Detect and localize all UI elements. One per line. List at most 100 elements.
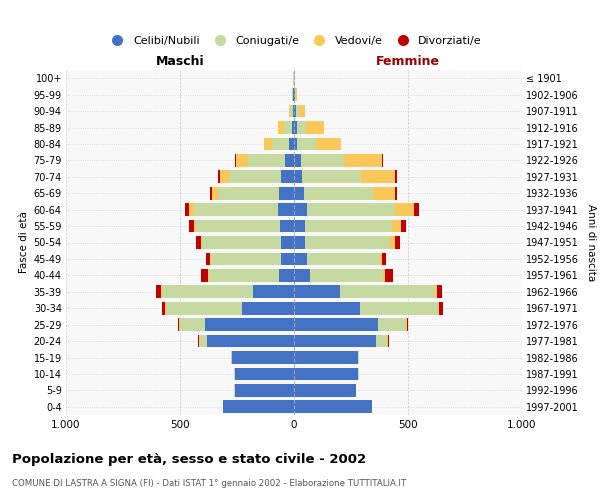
Text: Maschi: Maschi xyxy=(155,54,205,68)
Bar xyxy=(234,368,235,380)
Bar xyxy=(299,104,305,118)
Bar xyxy=(292,88,293,101)
Text: Femmine: Femmine xyxy=(376,54,440,68)
Bar xyxy=(298,138,316,150)
Bar xyxy=(218,187,279,200)
Bar xyxy=(281,170,294,183)
Bar xyxy=(236,154,248,167)
Bar xyxy=(294,400,371,413)
Text: Popolazione per età, sesso e stato civile - 2002: Popolazione per età, sesso e stato civil… xyxy=(12,452,366,466)
Bar xyxy=(437,286,442,298)
Bar xyxy=(200,236,202,249)
Bar xyxy=(281,252,294,266)
Bar xyxy=(294,384,356,397)
Bar xyxy=(285,154,294,167)
Bar xyxy=(294,88,295,101)
Bar xyxy=(284,121,292,134)
Bar xyxy=(379,318,406,331)
Bar xyxy=(373,187,395,200)
Bar xyxy=(406,318,407,331)
Bar xyxy=(235,384,294,397)
Bar xyxy=(211,252,281,266)
Bar xyxy=(294,203,307,216)
Bar xyxy=(295,88,296,101)
Bar xyxy=(401,220,406,232)
Bar xyxy=(294,187,304,200)
Bar xyxy=(248,154,285,167)
Bar xyxy=(294,154,301,167)
Bar xyxy=(278,121,284,134)
Bar xyxy=(162,302,165,314)
Bar xyxy=(180,318,205,331)
Bar xyxy=(294,318,379,331)
Bar xyxy=(390,236,395,249)
Bar xyxy=(290,104,293,118)
Bar xyxy=(305,236,390,249)
Y-axis label: Fasce di età: Fasce di età xyxy=(19,212,29,274)
Bar xyxy=(196,236,200,249)
Bar xyxy=(304,187,373,200)
Y-axis label: Anni di nascita: Anni di nascita xyxy=(586,204,596,281)
Bar xyxy=(210,252,211,266)
Bar xyxy=(196,220,280,232)
Bar xyxy=(358,368,359,380)
Bar xyxy=(376,334,388,347)
Bar xyxy=(201,269,208,282)
Bar xyxy=(242,302,294,314)
Bar xyxy=(358,351,359,364)
Bar xyxy=(229,170,281,183)
Bar xyxy=(302,170,361,183)
Bar xyxy=(296,88,298,101)
Bar xyxy=(198,334,199,347)
Bar xyxy=(265,138,272,150)
Bar xyxy=(301,154,344,167)
Bar xyxy=(208,334,294,347)
Bar xyxy=(310,269,383,282)
Bar xyxy=(199,334,208,347)
Bar xyxy=(382,252,386,266)
Bar xyxy=(165,302,166,314)
Bar xyxy=(340,286,436,298)
Bar xyxy=(232,351,294,364)
Bar xyxy=(272,138,289,150)
Bar xyxy=(297,121,306,134)
Bar xyxy=(294,351,358,364)
Bar xyxy=(294,368,358,380)
Bar xyxy=(294,220,305,232)
Bar xyxy=(305,220,392,232)
Bar xyxy=(395,170,397,183)
Bar xyxy=(296,104,299,118)
Bar xyxy=(293,104,294,118)
Bar xyxy=(185,203,189,216)
Bar xyxy=(294,302,360,314)
Bar xyxy=(289,104,290,118)
Bar xyxy=(392,220,401,232)
Bar xyxy=(388,334,389,347)
Bar xyxy=(218,170,220,183)
Bar xyxy=(205,318,294,331)
Text: COMUNE DI LASTRA A SIGNA (FI) - Dati ISTAT 1° gennaio 2002 - Elaborazione TUTTIT: COMUNE DI LASTRA A SIGNA (FI) - Dati IST… xyxy=(12,479,406,488)
Bar xyxy=(294,121,297,134)
Bar xyxy=(179,318,180,331)
Bar xyxy=(294,252,307,266)
Bar xyxy=(294,269,310,282)
Bar xyxy=(294,104,296,118)
Bar xyxy=(293,88,294,101)
Bar xyxy=(253,286,294,298)
Bar xyxy=(161,286,162,298)
Bar xyxy=(208,269,209,282)
Bar xyxy=(235,368,294,380)
Bar xyxy=(279,269,294,282)
Bar xyxy=(194,220,196,232)
Bar xyxy=(361,170,395,183)
Bar xyxy=(178,318,179,331)
Bar xyxy=(436,286,437,298)
Bar xyxy=(307,203,395,216)
Bar xyxy=(407,318,408,331)
Bar xyxy=(395,203,414,216)
Bar xyxy=(220,170,229,183)
Bar xyxy=(294,138,298,150)
Bar xyxy=(306,121,324,134)
Bar xyxy=(382,154,383,167)
Legend: Celibi/Nubili, Coniugati/e, Vedovi/e, Divorziati/e: Celibi/Nubili, Coniugati/e, Vedovi/e, Di… xyxy=(104,34,484,48)
